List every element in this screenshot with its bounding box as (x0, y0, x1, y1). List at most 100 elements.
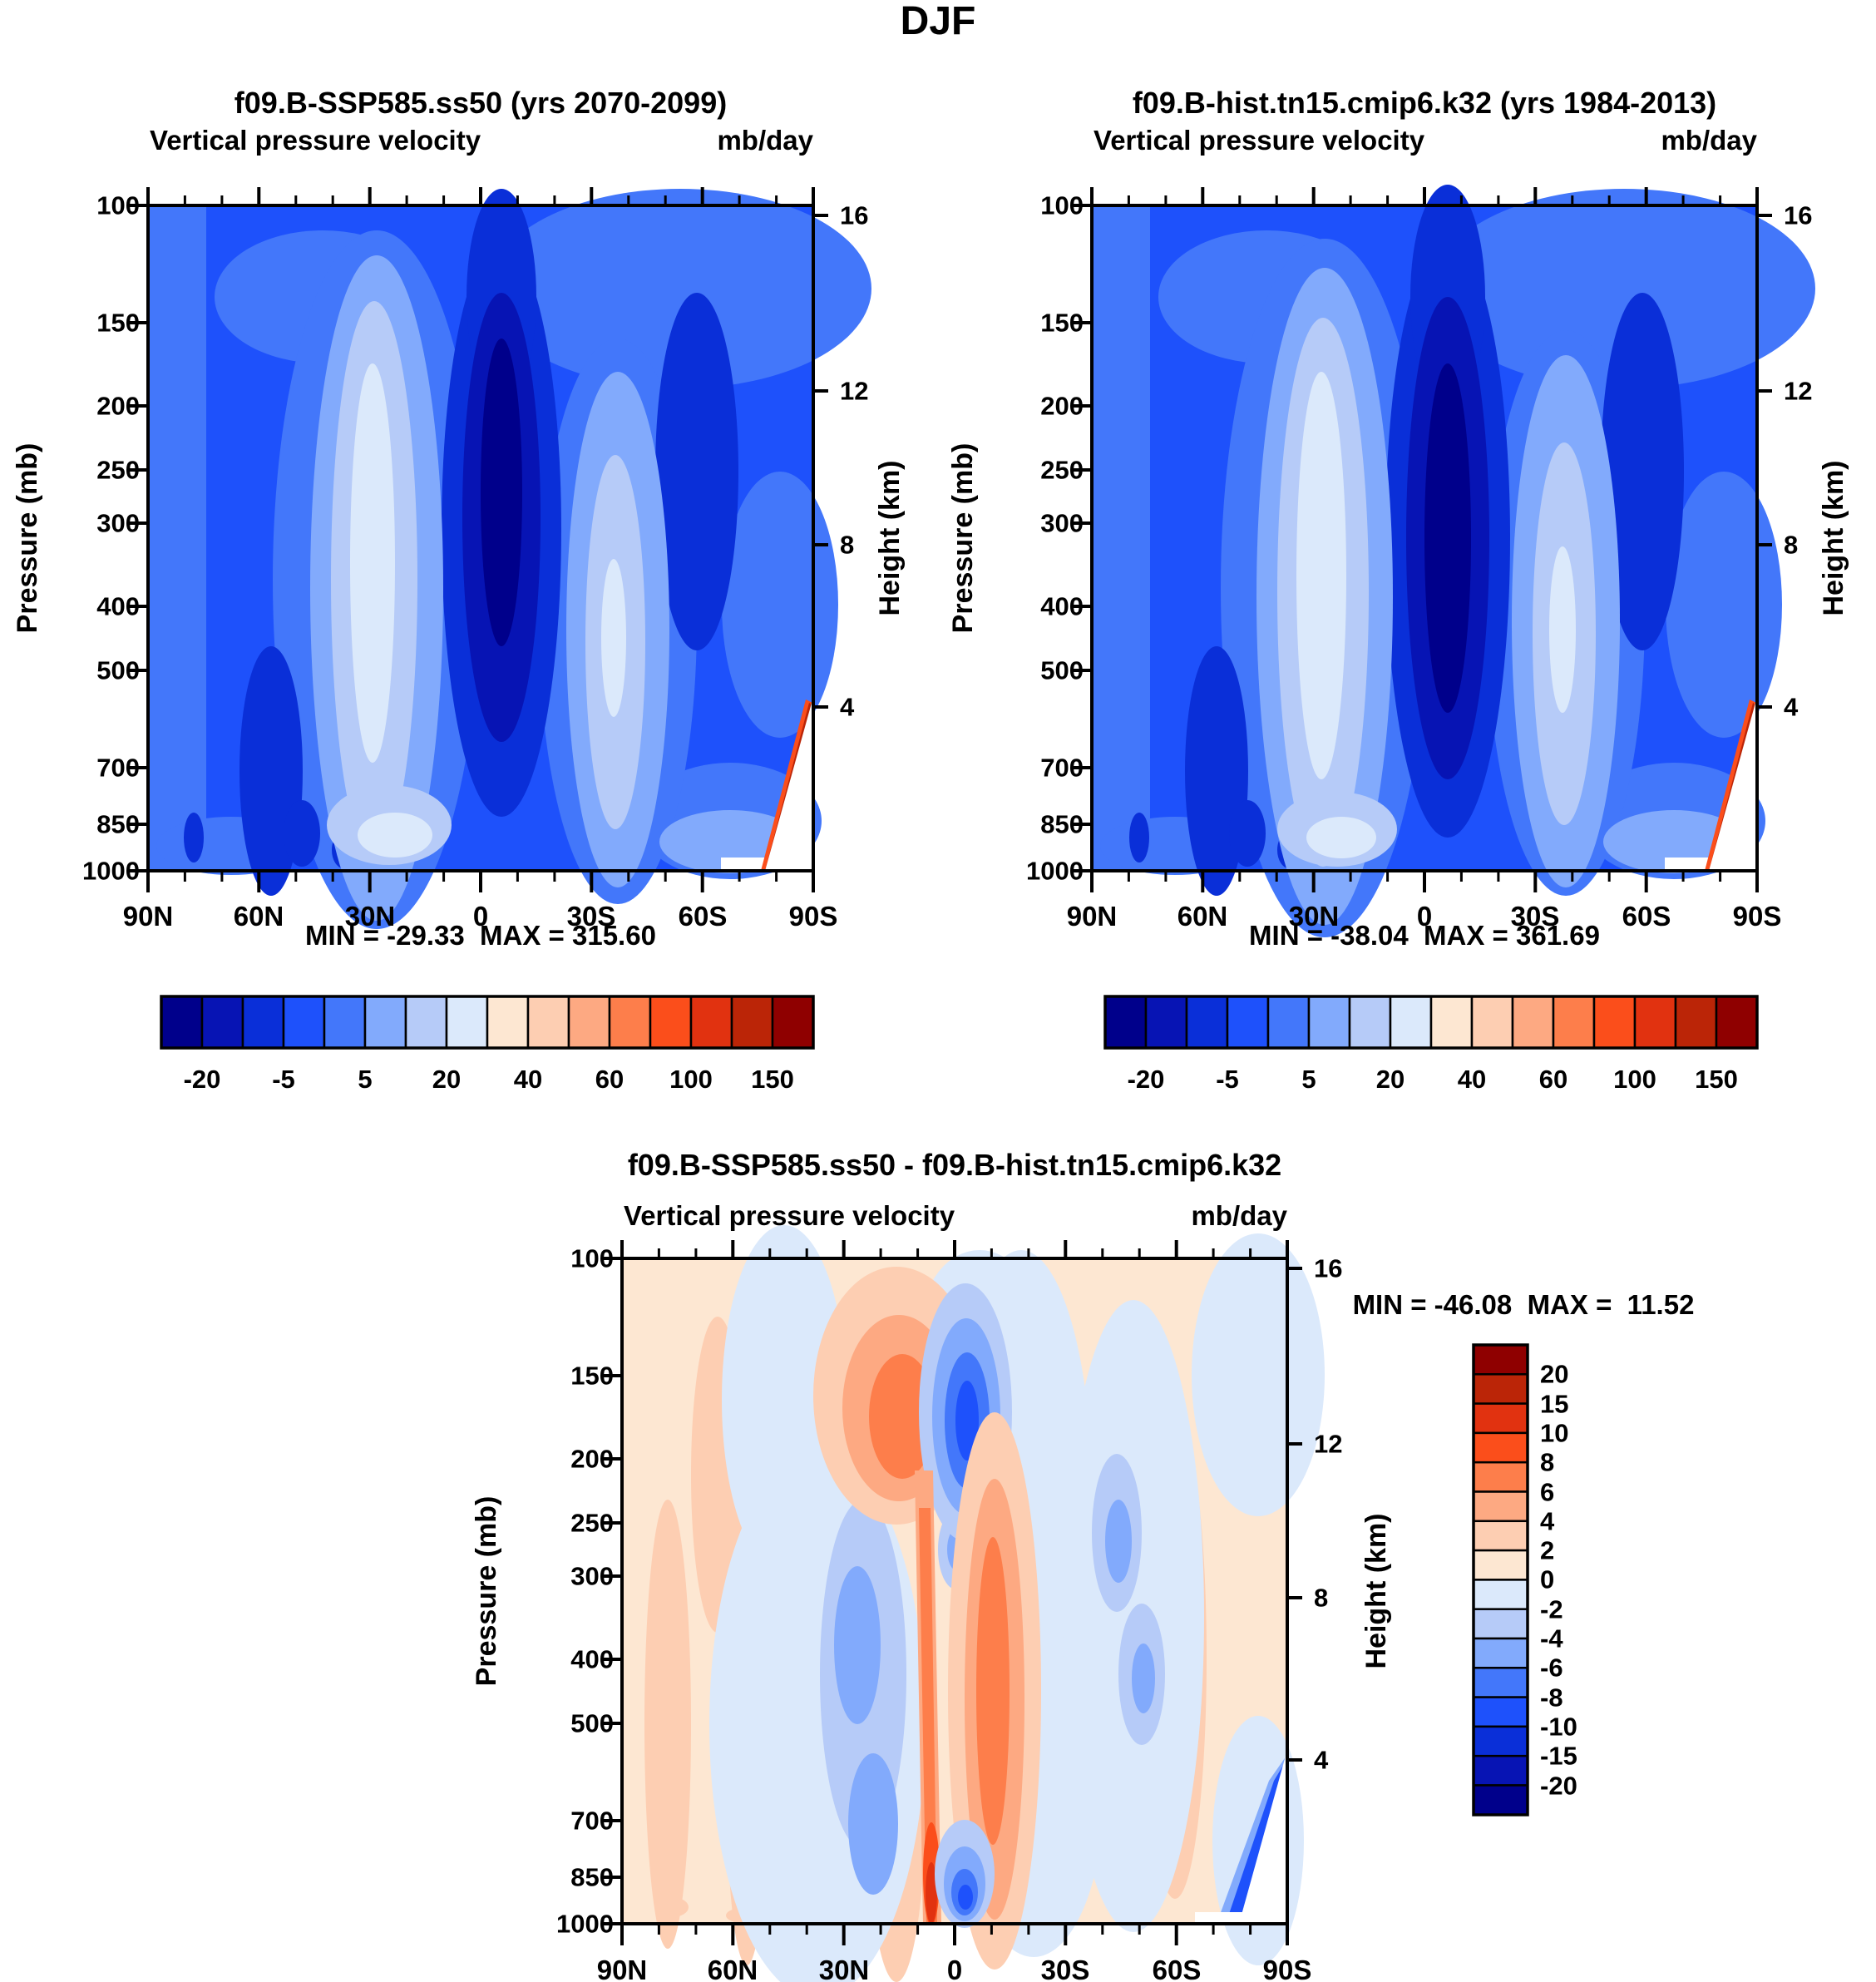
panel2-colorbar (1103, 995, 1759, 1050)
panel1-subtitle: Vertical pressure velocity (150, 125, 481, 156)
pressure-tick: 500 (1040, 655, 1084, 685)
height-tick: 12 (840, 376, 869, 406)
colorbar-label: 40 (513, 1065, 543, 1094)
panel3-height-axis-label: Height (km) (1360, 1513, 1392, 1669)
panel1-height-axis-label: Height (km) (874, 460, 906, 616)
pressure-tick: 500 (570, 1708, 614, 1738)
panel3-units: mb/day (1191, 1200, 1287, 1231)
lat-tick: 60N (707, 1955, 758, 1982)
pressure-tick: 100 (96, 190, 140, 220)
lat-tick: 30S (1040, 1955, 1090, 1982)
pressure-tick: 400 (570, 1644, 614, 1674)
panel1-minmax: MIN = -29.33 MAX = 315.60 (305, 920, 656, 951)
pressure-tick: 400 (1040, 591, 1084, 621)
colorbar-label: 8 (1540, 1447, 1555, 1477)
pressure-tick: 200 (96, 391, 140, 421)
lat-tick: 90S (788, 901, 838, 932)
height-tick: 16 (1784, 200, 1813, 230)
colorbar-label: -6 (1540, 1653, 1563, 1683)
lat-tick: 0 (472, 901, 489, 932)
colorbar-label: -8 (1540, 1683, 1563, 1713)
pressure-tick: 850 (1040, 809, 1084, 839)
lat-tick: 30N (344, 901, 396, 932)
pressure-tick: 250 (96, 455, 140, 485)
panel1-axis-ticks (130, 187, 828, 892)
panel3-contour-plot (604, 1225, 1325, 1982)
colorbar-label: -5 (272, 1065, 295, 1094)
lat-tick: 90N (122, 901, 174, 932)
lat-tick: 60S (1622, 901, 1671, 932)
lat-tick: 0 (1416, 901, 1433, 932)
lat-tick: 30N (818, 1955, 870, 1982)
colorbar-label: 150 (1695, 1065, 1738, 1094)
lat-tick: 90N (1066, 901, 1118, 932)
colorbar-label: -5 (1216, 1065, 1239, 1094)
colorbar-label: 20 (432, 1065, 462, 1094)
panel2-title: f09.B-hist.tn15.cmip6.k32 (yrs 1984-2013… (1132, 86, 1717, 120)
colorbar-label: 2 (1540, 1535, 1555, 1565)
colorbar-label: 40 (1457, 1065, 1487, 1094)
height-tick: 16 (1314, 1253, 1343, 1283)
colorbar-label: 60 (595, 1065, 625, 1094)
panel2-contour-plot (1074, 185, 1815, 937)
pressure-tick: 700 (1040, 753, 1084, 783)
pressure-tick: 300 (570, 1561, 614, 1591)
panel1-units: mb/day (717, 125, 813, 156)
height-tick: 4 (840, 692, 855, 722)
colorbar-label: -4 (1540, 1624, 1563, 1653)
pressure-tick: 100 (1040, 190, 1084, 220)
colorbar-label: 15 (1540, 1389, 1569, 1419)
panel3-axis-ticks (604, 1240, 1302, 1945)
pressure-tick: 250 (570, 1508, 614, 1538)
colorbar-label: 0 (1540, 1564, 1555, 1594)
panel2-units: mb/day (1661, 125, 1757, 156)
colorbar-label: -20 (1540, 1771, 1577, 1801)
lat-tick: 0 (946, 1955, 963, 1982)
colorbar-label: 60 (1538, 1065, 1568, 1094)
lat-tick: 90N (596, 1955, 648, 1982)
colorbar-label: 20 (1375, 1065, 1405, 1094)
height-tick: 16 (840, 200, 869, 230)
pressure-tick: 850 (96, 809, 140, 839)
colorbar-label: 10 (1540, 1418, 1569, 1448)
panel2-contour-field (1092, 185, 1815, 937)
pressure-tick: 500 (96, 655, 140, 685)
panel3-subtitle: Vertical pressure velocity (624, 1200, 955, 1231)
colorbar-label: 4 (1540, 1506, 1555, 1536)
colorbar-label: -20 (1127, 1065, 1165, 1094)
lat-tick: 60N (1177, 901, 1228, 932)
pressure-tick: 200 (570, 1444, 614, 1474)
colorbar-label: 150 (751, 1065, 794, 1094)
pressure-tick: 200 (1040, 391, 1084, 421)
pressure-tick: 250 (1040, 455, 1084, 485)
panel1-pressure-axis-label: Pressure (mb) (12, 442, 43, 634)
pressure-tick: 1000 (82, 856, 140, 886)
pressure-tick: 300 (96, 508, 140, 538)
colorbar-label: 100 (1613, 1065, 1656, 1094)
colorbar-label: -20 (183, 1065, 221, 1094)
panel3-title: f09.B-SSP585.ss50 - f09.B-hist.tn15.cmip… (627, 1148, 1282, 1182)
colorbar-label: 6 (1540, 1477, 1555, 1507)
panel2-pressure-axis-label: Pressure (mb) (947, 442, 979, 634)
colorbar-label: -2 (1540, 1594, 1563, 1624)
pressure-tick: 700 (96, 753, 140, 783)
panel2-axis-ticks (1074, 187, 1772, 892)
figure-title: DJF (900, 0, 976, 43)
colorbar-label: -15 (1540, 1741, 1577, 1771)
panel1-contour-plot (130, 187, 871, 929)
height-tick: 4 (1314, 1745, 1329, 1775)
lat-tick: 60S (1152, 1955, 1202, 1982)
panel2-subtitle: Vertical pressure velocity (1094, 125, 1425, 156)
panel1-contour-field (148, 189, 871, 929)
height-tick: 12 (1314, 1429, 1343, 1459)
height-tick: 8 (1314, 1583, 1329, 1613)
pressure-tick: 100 (570, 1243, 614, 1273)
panel2-minmax: MIN = -38.04 MAX = 361.69 (1249, 920, 1600, 951)
panel1-title: f09.B-SSP585.ss50 (yrs 2070-2099) (234, 86, 728, 120)
lat-tick: 90S (1732, 901, 1782, 932)
colorbar-label: 5 (358, 1065, 373, 1094)
panel1-colorbar (160, 995, 815, 1050)
pressure-tick: 300 (1040, 508, 1084, 538)
lat-tick: 30S (566, 901, 616, 932)
